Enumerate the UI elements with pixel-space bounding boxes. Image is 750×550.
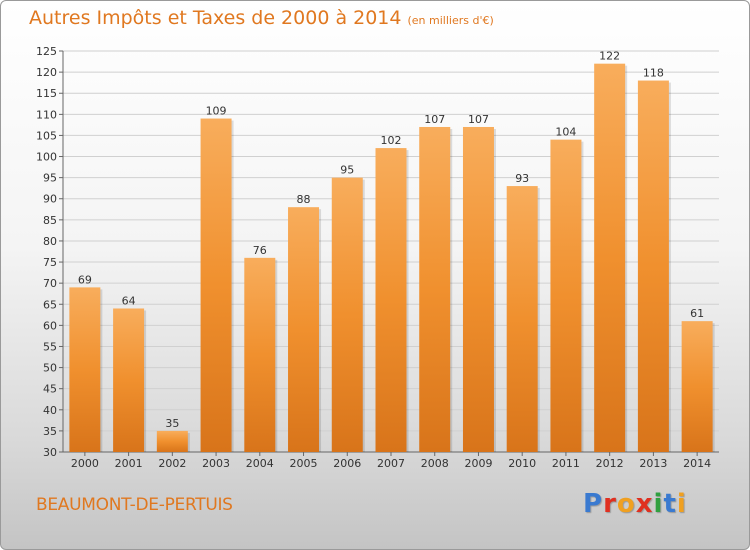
bar	[681, 321, 713, 452]
data-label: 35	[165, 417, 179, 430]
bar	[419, 126, 451, 453]
y-tick-label: 35	[43, 425, 57, 438]
bar	[331, 177, 363, 452]
logo-letter: i	[653, 489, 664, 519]
bar	[462, 126, 494, 453]
logo-letter: r	[603, 489, 617, 519]
y-tick-label: 105	[36, 129, 57, 142]
data-label: 109	[206, 105, 227, 118]
data-label: 64	[122, 294, 136, 307]
data-label: 122	[599, 50, 620, 63]
y-tick-label: 60	[43, 319, 57, 332]
data-label: 88	[297, 193, 311, 206]
y-tick-label: 120	[36, 66, 57, 79]
x-tick-label: 2003	[202, 457, 230, 470]
data-label: 69	[78, 273, 92, 286]
y-tick-label: 45	[43, 383, 57, 396]
logo-letter: x	[635, 489, 654, 519]
data-label: 118	[643, 67, 664, 80]
y-tick-label: 50	[43, 362, 57, 375]
data-label: 104	[555, 126, 576, 139]
y-tick-label: 125	[36, 45, 57, 58]
city-name: BEAUMONT-DE-PERTUIS	[36, 495, 233, 515]
x-tick-label: 2006	[333, 457, 361, 470]
title-text: Autres Impôts et Taxes de 2000 à 2014	[29, 7, 402, 29]
x-tick-label: 2009	[464, 457, 492, 470]
chart-title: Autres Impôts et Taxes de 2000 à 2014 (en…	[29, 7, 494, 29]
x-tick-label: 2008	[421, 457, 449, 470]
bar	[550, 139, 582, 453]
data-label: 107	[468, 113, 489, 126]
bar	[113, 308, 145, 452]
data-label: 95	[340, 164, 354, 177]
bar	[200, 118, 232, 453]
data-label: 107	[424, 113, 445, 126]
x-tick-label: 2004	[246, 457, 274, 470]
x-tick-label: 2002	[158, 457, 186, 470]
y-tick-label: 115	[36, 87, 57, 100]
data-label: 61	[690, 307, 704, 320]
x-tick-label: 2013	[639, 457, 667, 470]
y-tick-label: 80	[43, 235, 57, 248]
x-tick-label: 2005	[290, 457, 318, 470]
y-tick-label: 70	[43, 277, 57, 290]
bars	[69, 63, 715, 453]
data-label: 76	[253, 244, 267, 257]
y-tick-label: 95	[43, 172, 57, 185]
logo-letter: P	[583, 489, 604, 519]
title-unit: (en milliers d'€)	[407, 14, 494, 27]
x-tick-label: 2011	[552, 457, 580, 470]
data-label: 93	[515, 172, 529, 185]
x-tick-label: 2012	[596, 457, 624, 470]
x-tick-label: 2010	[508, 457, 536, 470]
bar	[375, 148, 407, 452]
y-tick-label: 100	[36, 151, 57, 164]
x-tick-label: 2014	[683, 457, 711, 470]
logo-letter: o	[616, 489, 636, 519]
y-tick-label: 55	[43, 340, 57, 353]
bar	[156, 430, 188, 452]
bar	[244, 257, 276, 452]
x-tick-label: 2000	[71, 457, 99, 470]
y-tick-label: 65	[43, 298, 57, 311]
y-tick-label: 30	[43, 446, 57, 459]
bar	[288, 207, 320, 452]
axes: 30 35 40 45 50 55 60 65 70 75 80 85 90 95 100 105 110 115…	[36, 45, 719, 470]
y-tick-label: 110	[36, 108, 57, 121]
proxiti-logo[interactable]: Proxiti	[583, 489, 687, 519]
y-tick-label: 85	[43, 214, 57, 227]
logo-letter: i	[676, 489, 687, 519]
bar	[506, 186, 538, 453]
data-label: 102	[381, 134, 402, 147]
bar	[637, 80, 669, 453]
x-tick-label: 2007	[377, 457, 405, 470]
logo-letter: t	[663, 489, 677, 519]
y-tick-label: 75	[43, 256, 57, 269]
data-labels: 69 64 35 109 76 88 95 102 107 107 93 104 122 118 61	[78, 50, 704, 430]
bar	[69, 287, 101, 452]
x-tick-label: 2001	[115, 457, 143, 470]
y-tick-label: 40	[43, 404, 57, 417]
bar	[594, 63, 626, 453]
y-tick-label: 90	[43, 193, 57, 206]
